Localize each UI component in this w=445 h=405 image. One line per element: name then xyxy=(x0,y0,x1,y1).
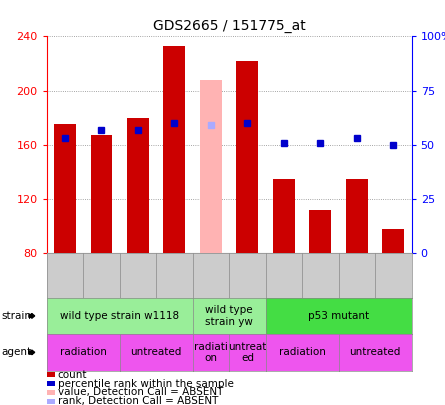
Text: untreated: untreated xyxy=(349,347,401,357)
Text: rank, Detection Call = ABSENT: rank, Detection Call = ABSENT xyxy=(58,396,218,405)
Bar xyxy=(127,118,149,253)
Text: untreated: untreated xyxy=(130,347,182,357)
Bar xyxy=(236,61,259,253)
Text: value, Detection Call = ABSENT: value, Detection Call = ABSENT xyxy=(58,388,223,397)
Text: strain: strain xyxy=(1,311,31,321)
Text: radiation: radiation xyxy=(60,347,107,357)
Bar xyxy=(90,135,113,253)
Text: wild type strain w1118: wild type strain w1118 xyxy=(60,311,179,321)
Text: count: count xyxy=(58,370,87,379)
Title: GDS2665 / 151775_at: GDS2665 / 151775_at xyxy=(153,19,306,33)
Text: radiati
on: radiati on xyxy=(194,341,228,363)
Bar xyxy=(200,80,222,253)
Bar xyxy=(163,46,186,253)
Bar xyxy=(273,179,295,253)
Text: agent: agent xyxy=(1,347,32,357)
Text: wild type
strain yw: wild type strain yw xyxy=(205,305,253,327)
Bar xyxy=(382,229,405,253)
Bar xyxy=(54,124,76,253)
Text: percentile rank within the sample: percentile rank within the sample xyxy=(58,379,234,388)
Bar xyxy=(309,210,332,253)
Text: untreat
ed: untreat ed xyxy=(228,341,267,363)
Bar xyxy=(346,179,368,253)
Text: radiation: radiation xyxy=(279,347,326,357)
Text: p53 mutant: p53 mutant xyxy=(308,311,369,321)
